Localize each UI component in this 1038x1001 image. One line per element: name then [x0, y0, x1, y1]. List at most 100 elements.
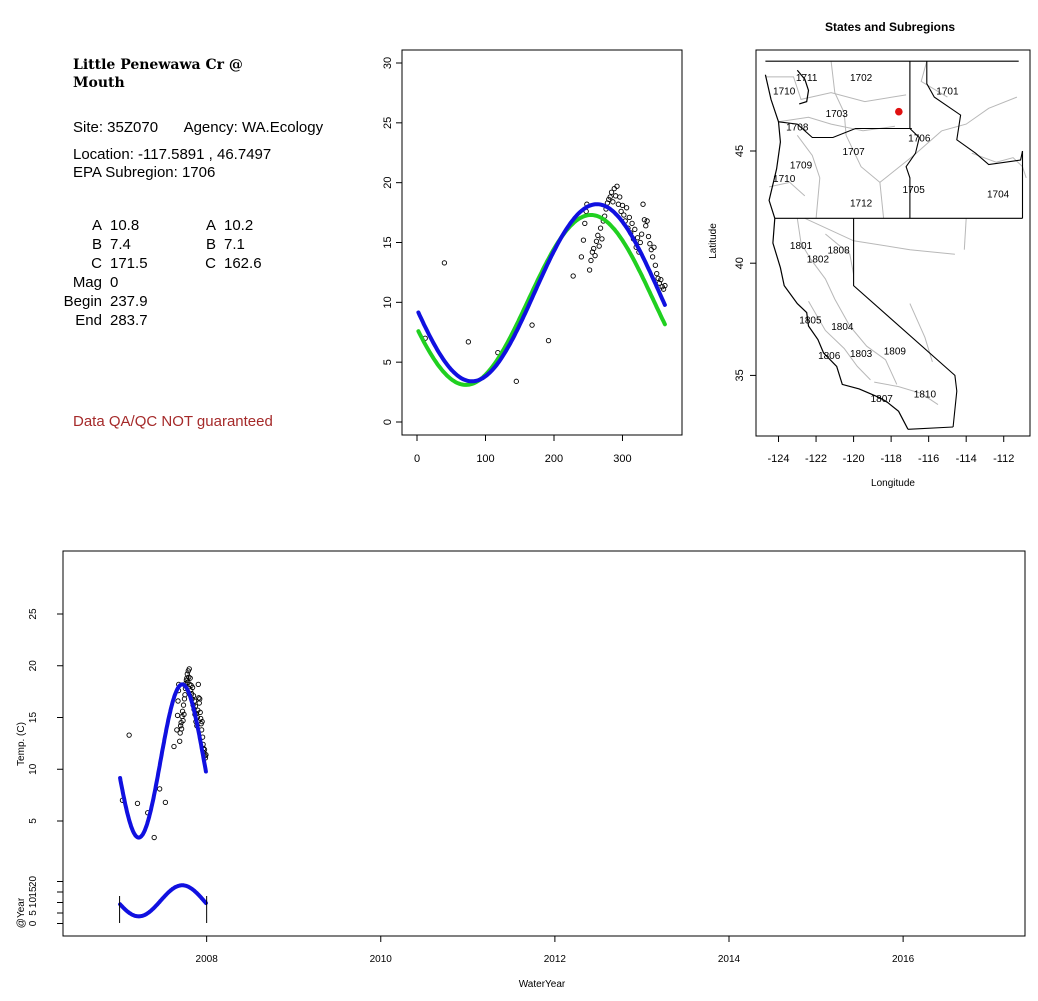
param-key: Begin — [63, 293, 102, 310]
ts-x-tick-label: 2008 — [196, 954, 219, 965]
ts-x-tick-label: 2016 — [892, 954, 915, 965]
param-key-2: B — [205, 236, 216, 253]
map-y-axis-label: Latitude — [708, 223, 719, 259]
subregion-label: 1701 — [936, 86, 959, 97]
map-x-tick-label: -120 — [843, 453, 865, 465]
map-y-tick-label: 40 — [734, 257, 746, 269]
ts-data-point — [196, 695, 202, 701]
subregion-label: 1810 — [914, 389, 937, 400]
subregion-label: 1807 — [871, 394, 894, 405]
subregion-label: 1708 — [786, 122, 809, 133]
data-point — [640, 201, 646, 207]
ts-data-point — [180, 702, 187, 708]
subregion-boundary — [849, 325, 898, 385]
data-point — [608, 189, 615, 195]
param-key: A — [91, 217, 102, 234]
subregion-boundary — [941, 96, 1018, 132]
y-tick-label: 15 — [382, 236, 394, 248]
data-point — [619, 202, 626, 209]
subregion-label: 1710 — [773, 86, 796, 97]
data-point — [652, 262, 659, 268]
data-point — [634, 235, 641, 241]
ts-data-point — [199, 718, 205, 725]
param-key-2: A — [205, 217, 216, 234]
param-value: 283.7 — [110, 312, 148, 329]
ts-y-tick-label: 5 — [28, 818, 39, 824]
x-tick-label: 300 — [613, 453, 631, 465]
subregion-boundary — [778, 116, 895, 132]
ts-fit-curve — [118, 682, 208, 840]
data-point — [623, 205, 630, 211]
ts-x-tick-label: 2014 — [718, 954, 741, 965]
ts-data-point — [186, 666, 192, 672]
ts-data-point — [186, 674, 192, 680]
data-point — [632, 226, 638, 232]
data-point — [654, 270, 660, 277]
data-point — [629, 220, 635, 227]
state-border-id-mt — [926, 61, 1024, 166]
ts-year-curve — [118, 883, 208, 919]
data-point — [662, 282, 668, 289]
param-row: B 7.4 B 7.1 — [58, 235, 302, 254]
data-point — [607, 194, 613, 200]
subregion-label: 1706 — [908, 134, 931, 145]
map-x-tick-label: -122 — [805, 453, 827, 465]
param-row: Begin 237.9 — [58, 292, 302, 311]
subregion-label: 1803 — [850, 349, 873, 360]
ts-data-point — [177, 738, 183, 744]
data-point — [614, 183, 620, 189]
ts-y-tick-label: 25 — [28, 608, 39, 620]
subregion-boundary — [879, 182, 885, 219]
ts-y2-tick-label: 0 — [28, 920, 39, 926]
subregion-boundary — [825, 233, 855, 275]
puget-sound — [796, 69, 810, 105]
ts-y2-tick-label: 20 — [28, 876, 39, 888]
subregion-label: 1710 — [773, 174, 796, 185]
ts-data-point — [181, 711, 187, 718]
param-value-2: 7.1 — [224, 236, 245, 253]
ts-data-point — [174, 727, 180, 733]
subregion-boundary — [765, 76, 907, 103]
data-point — [617, 194, 623, 200]
ts-data-point — [187, 681, 193, 688]
data-point — [586, 267, 593, 273]
data-point — [658, 276, 664, 283]
data-point — [580, 237, 587, 243]
ts-data-point — [198, 715, 204, 722]
subregion-label: 1804 — [831, 322, 854, 333]
data-point — [591, 245, 597, 252]
subregion-boundary — [920, 61, 948, 98]
subregion-label: 1705 — [903, 185, 926, 196]
agency: Agency: WA.Ecology — [183, 119, 324, 136]
subregion-boundary — [963, 218, 967, 250]
data-point — [595, 232, 601, 238]
param-value-2: 162.6 — [224, 255, 262, 272]
param-value: 0 — [110, 274, 119, 291]
ts-data-point — [126, 732, 132, 738]
ts-data-point — [174, 712, 181, 719]
plot-frame — [401, 49, 683, 436]
y-tick-label: 0 — [382, 419, 394, 425]
subregion-label: 1709 — [790, 160, 813, 171]
ts-data-point — [177, 723, 184, 729]
subregion-label: 1707 — [842, 147, 865, 158]
ts-y2-axis-label: @Year — [16, 897, 27, 928]
data-point — [441, 260, 448, 266]
subregion-label: 1806 — [818, 351, 841, 362]
map-x-tick-label: -112 — [993, 453, 1014, 465]
epa-subregion: EPA Subregion: 1706 — [73, 164, 216, 181]
ts-y2-tick-label: 5 — [28, 910, 39, 916]
param-row: A 10.8 A 10.2 — [58, 216, 302, 235]
qa-note: Data QA/QC NOT guaranteed — [73, 413, 273, 430]
data-point — [618, 208, 624, 215]
map-title: States and Subregions — [825, 20, 955, 34]
param-value-2: 10.2 — [224, 217, 254, 234]
ts-data-point — [195, 681, 201, 688]
param-key: Mag — [72, 274, 102, 291]
map-x-axis-label: Longitude — [871, 478, 915, 489]
subregion-boundary — [804, 217, 955, 255]
state-border-ca-nv — [853, 218, 958, 428]
location-block: Location: -117.5891 , 46.7497 EPA Subreg… — [73, 146, 271, 182]
subregion-label: 1802 — [807, 255, 830, 266]
data-point — [545, 337, 552, 344]
